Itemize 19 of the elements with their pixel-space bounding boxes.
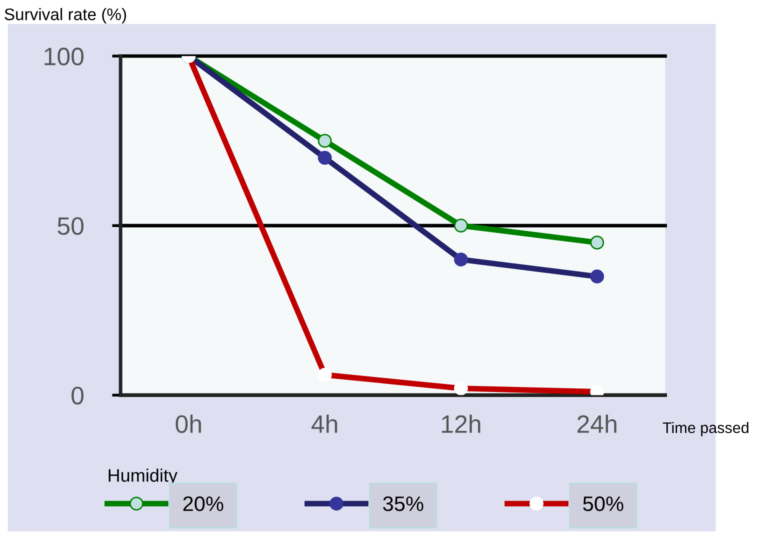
x-tick-label: 4h [311,414,338,433]
x-tick-label: 0h [176,414,201,433]
x-tick-label: 12h [442,414,480,433]
y-tick-label: 50 [58,217,84,235]
y-tick-label: 100 [44,48,84,66]
point [318,150,332,165]
y-tick-label: 0 [72,386,84,404]
legend-label: 20% [183,496,224,512]
point [590,270,604,284]
x-tick-label: 24h [578,414,616,433]
legend-title: Humidity [108,468,178,486]
legend-label: 35% [383,496,424,512]
point [454,252,468,266]
x-axis-title: Time passed [662,422,748,436]
legend-label: 50% [583,496,624,512]
point [590,236,604,250]
y-axis-title: Survival rate (%) [4,8,126,24]
point [454,218,468,233]
point [318,134,332,148]
